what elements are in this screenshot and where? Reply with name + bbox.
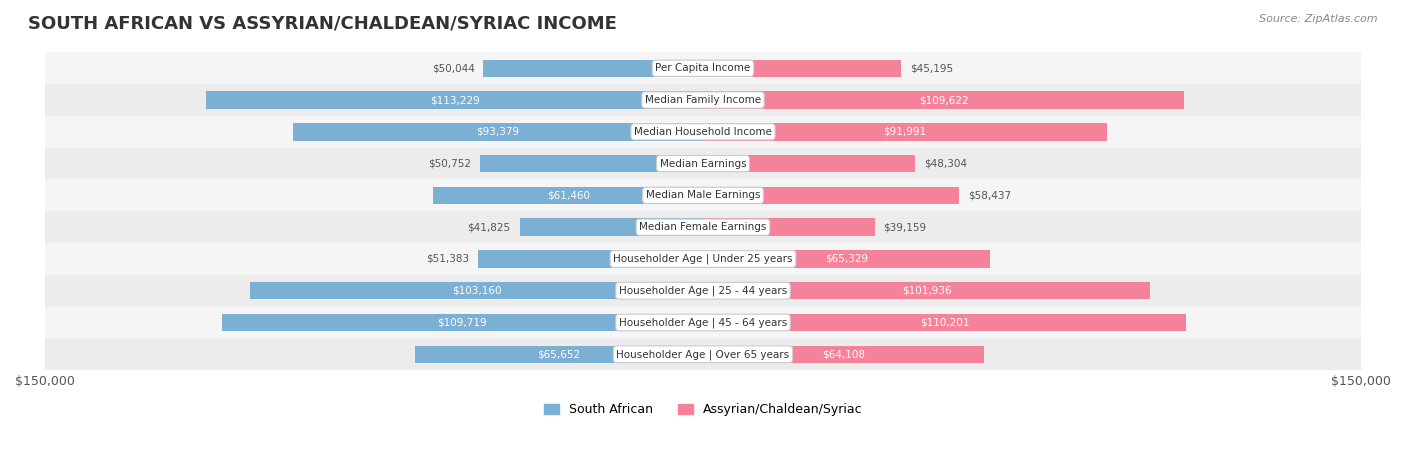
- Bar: [45, 211, 1361, 243]
- Text: $91,991: $91,991: [883, 127, 927, 137]
- Text: Householder Age | Under 25 years: Householder Age | Under 25 years: [613, 254, 793, 264]
- Bar: [481, 155, 703, 172]
- Bar: [45, 307, 1361, 339]
- Bar: [45, 243, 1361, 275]
- Bar: [484, 59, 703, 77]
- Bar: [415, 346, 703, 363]
- Text: Per Capita Income: Per Capita Income: [655, 63, 751, 73]
- Text: $65,652: $65,652: [537, 349, 581, 359]
- Bar: [45, 52, 1361, 84]
- Text: $64,108: $64,108: [823, 349, 865, 359]
- Bar: [250, 282, 703, 299]
- Bar: [45, 339, 1361, 370]
- Bar: [703, 219, 875, 236]
- Bar: [45, 148, 1361, 179]
- Text: $41,825: $41,825: [468, 222, 510, 232]
- Text: $50,752: $50,752: [429, 159, 471, 169]
- Text: $48,304: $48,304: [924, 159, 967, 169]
- Bar: [703, 59, 901, 77]
- Text: $61,460: $61,460: [547, 191, 589, 200]
- Bar: [519, 219, 703, 236]
- Bar: [703, 91, 1184, 109]
- Text: $109,719: $109,719: [437, 318, 486, 327]
- Text: $39,159: $39,159: [883, 222, 927, 232]
- Text: Median Male Earnings: Median Male Earnings: [645, 191, 761, 200]
- Text: Source: ZipAtlas.com: Source: ZipAtlas.com: [1260, 14, 1378, 24]
- Bar: [703, 187, 959, 204]
- Bar: [207, 91, 703, 109]
- Text: $45,195: $45,195: [910, 63, 953, 73]
- Bar: [294, 123, 703, 141]
- Text: Householder Age | 25 - 44 years: Householder Age | 25 - 44 years: [619, 285, 787, 296]
- Text: $113,229: $113,229: [430, 95, 479, 105]
- Text: $103,160: $103,160: [451, 286, 502, 296]
- Text: Median Female Earnings: Median Female Earnings: [640, 222, 766, 232]
- Bar: [45, 116, 1361, 148]
- Bar: [45, 84, 1361, 116]
- Bar: [45, 275, 1361, 307]
- Legend: South African, Assyrian/Chaldean/Syriac: South African, Assyrian/Chaldean/Syriac: [538, 398, 868, 421]
- Text: $110,201: $110,201: [920, 318, 970, 327]
- Text: Median Earnings: Median Earnings: [659, 159, 747, 169]
- Bar: [703, 282, 1150, 299]
- Bar: [703, 346, 984, 363]
- Bar: [703, 314, 1187, 331]
- Text: $65,329: $65,329: [825, 254, 868, 264]
- Text: $58,437: $58,437: [969, 191, 1011, 200]
- Bar: [222, 314, 703, 331]
- Bar: [703, 250, 990, 268]
- Bar: [703, 155, 915, 172]
- Bar: [45, 179, 1361, 211]
- Text: $93,379: $93,379: [477, 127, 520, 137]
- Text: $51,383: $51,383: [426, 254, 468, 264]
- Text: Median Household Income: Median Household Income: [634, 127, 772, 137]
- Bar: [478, 250, 703, 268]
- Text: SOUTH AFRICAN VS ASSYRIAN/CHALDEAN/SYRIAC INCOME: SOUTH AFRICAN VS ASSYRIAN/CHALDEAN/SYRIA…: [28, 14, 617, 32]
- Text: $50,044: $50,044: [432, 63, 475, 73]
- Text: Median Family Income: Median Family Income: [645, 95, 761, 105]
- Bar: [433, 187, 703, 204]
- Bar: [703, 123, 1107, 141]
- Text: $109,622: $109,622: [918, 95, 969, 105]
- Text: $101,936: $101,936: [901, 286, 952, 296]
- Text: Householder Age | 45 - 64 years: Householder Age | 45 - 64 years: [619, 317, 787, 328]
- Text: Householder Age | Over 65 years: Householder Age | Over 65 years: [616, 349, 790, 360]
